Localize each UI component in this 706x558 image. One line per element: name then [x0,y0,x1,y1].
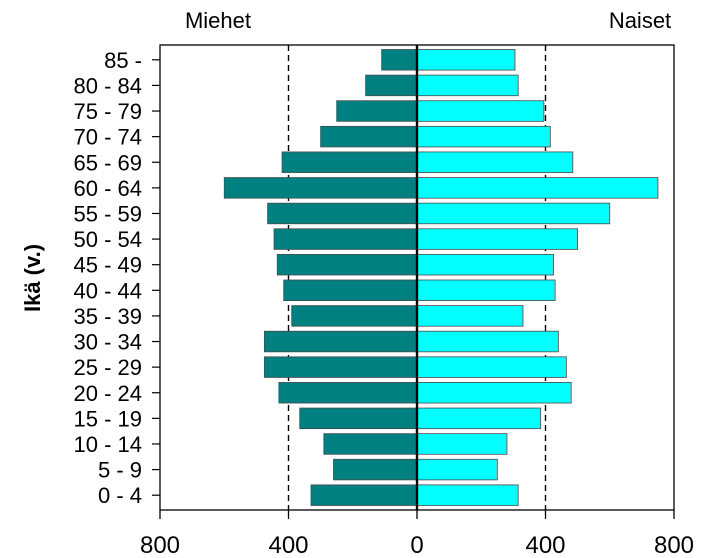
age-label-2: 10 - 14 [74,432,143,457]
age-label-3: 15 - 19 [74,406,143,431]
bar-miehet-11 [267,202,418,225]
age-label-5: 25 - 29 [74,355,143,380]
age-label-10: 50 - 54 [74,227,143,252]
bar-miehet-0 [310,484,418,506]
x-tick-label-0: 800 [140,532,180,558]
bar-miehet-9 [276,253,418,276]
bar-miehet-17 [381,49,418,71]
bar-miehet-10 [273,228,418,250]
bar-miehet-15 [336,100,418,122]
age-label-1: 5 - 9 [98,458,142,483]
bar-naiset-8 [416,279,556,302]
x-tick-label-3: 400 [525,532,565,558]
bar-naiset-15 [416,100,545,122]
bar-naiset-17 [416,49,516,71]
bars-group [223,45,659,510]
bar-naiset-11 [416,202,611,225]
age-label-6: 30 - 34 [74,330,143,355]
bar-naiset-9 [416,253,554,276]
age-label-11: 55 - 59 [74,201,143,226]
age-label-16: 80 - 84 [74,73,143,98]
x-axis-ticks: 800 400 0 400 800 [140,510,694,558]
x-tick-label-2: 0 [410,532,423,558]
age-label-0: 0 - 4 [98,483,142,508]
x-tick-label-4: 800 [654,532,694,558]
bar-naiset-13 [416,151,574,173]
age-label-8: 40 - 44 [74,278,143,303]
bar-miehet-1 [333,458,418,481]
bar-miehet-16 [365,74,418,97]
bar-miehet-8 [283,279,418,302]
x-tick-label-1: 400 [268,532,308,558]
bar-miehet-2 [323,433,418,455]
series-label-miehet: Miehet [185,8,251,33]
bar-naiset-7 [416,305,524,327]
y-axis-label: Ikä (v.) [20,244,45,312]
bar-naiset-12 [416,177,659,199]
reference-lines [287,45,547,510]
age-label-12: 60 - 64 [74,176,143,201]
bar-miehet-13 [281,151,418,173]
bar-miehet-6 [264,330,418,353]
bar-naiset-10 [416,228,579,250]
bar-miehet-5 [264,356,418,378]
bar-naiset-6 [416,330,559,353]
bar-naiset-5 [416,356,567,378]
age-label-15: 75 - 79 [74,99,143,124]
bar-miehet-3 [299,407,418,430]
series-label-naiset: Naiset [609,8,671,33]
bar-naiset-3 [416,407,542,430]
bar-miehet-4 [278,382,418,404]
bar-miehet-7 [291,305,418,327]
bar-miehet-12 [223,177,418,199]
bar-naiset-2 [416,433,508,455]
age-label-13: 65 - 69 [74,150,143,175]
bar-naiset-16 [416,74,519,97]
bar-naiset-0 [416,484,519,506]
age-label-7: 35 - 39 [74,304,143,329]
age-label-9: 45 - 49 [74,253,143,278]
bar-naiset-14 [416,125,551,148]
age-label-17: 85 - [104,48,142,73]
bar-miehet-14 [320,125,418,148]
bar-naiset-4 [416,382,572,404]
age-label-14: 70 - 74 [74,125,143,150]
age-label-4: 20 - 24 [74,381,143,406]
bar-naiset-1 [416,458,498,481]
